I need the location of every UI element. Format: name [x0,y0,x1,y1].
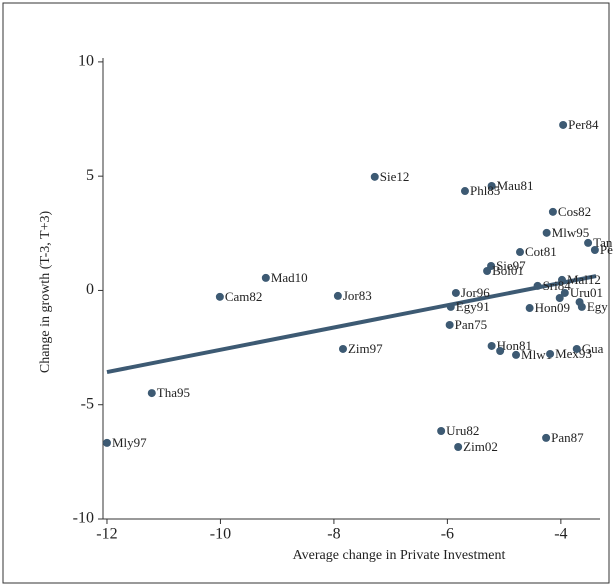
point-label: Bol01 [492,263,524,278]
y-tick-label: 10 [78,53,94,70]
point [446,302,455,311]
x-tick-label: -12 [96,526,117,543]
point-label: Uru01 [570,285,603,300]
point-label: Gua [582,341,604,356]
y-tick-label: -10 [73,510,94,527]
point-label: Egy [587,299,608,314]
point [572,344,581,353]
y-tick-label: 5 [86,167,94,184]
x-tick-label: -6 [441,526,454,543]
point [102,438,111,447]
point-label: Sie12 [380,169,410,184]
y-tick-label: 0 [86,281,94,298]
point-label: Uru82 [446,423,479,438]
point-label: Mau81 [497,178,534,193]
x-tick-label: -4 [554,526,567,543]
point [542,228,551,237]
point-label: Per84 [568,117,599,132]
point [516,248,525,257]
point [261,273,270,282]
point-label: Mad10 [271,270,308,285]
point [577,302,586,311]
point [483,267,492,276]
point-label: Cot81 [525,244,557,259]
point [370,172,379,181]
point-label: Jor96 [461,285,490,300]
point [437,427,446,436]
x-tick-label: -10 [210,526,231,543]
point-label: Cam82 [225,289,263,304]
point-label: Tan [593,235,613,250]
point-label: Pan87 [551,430,584,445]
point [338,344,347,353]
point-label: Mal12 [567,272,601,287]
y-tick-label: -5 [81,395,94,412]
point-label: Hon09 [535,300,570,315]
point-label: Tha95 [157,385,190,400]
point [487,181,496,190]
point-label: Zim97 [348,341,383,356]
x-axis-label: Average change in Private Investment [293,548,506,563]
point-label: Cos82 [558,204,591,219]
point [445,320,454,329]
x-tick-label: -8 [327,526,340,543]
point-label: Mlw95 [552,225,590,240]
point [454,443,463,452]
point-label: Sie97 [496,258,526,273]
point-label: Hon81 [497,338,532,353]
y-axis-label: Change in growth (T-3, T+3) [38,211,53,374]
point-label: Phl85 [470,183,500,198]
point [590,245,599,254]
point [460,187,469,196]
point [215,292,224,301]
point [533,281,542,290]
point [557,275,566,284]
point-label: Mlw1 [521,347,552,362]
point [560,288,569,297]
point [496,347,505,356]
point [542,433,551,442]
fit-line [106,274,597,375]
point [525,304,534,313]
point-label: Mex93 [555,346,592,361]
point [451,288,460,297]
point [555,293,564,302]
point-label: Zim02 [463,439,498,454]
point [548,207,557,216]
point [584,238,593,247]
point-label: Pe [600,242,613,257]
point [559,120,568,129]
point-label: Egy91 [456,299,490,314]
point [487,341,496,350]
point [147,389,156,398]
point-label: Pan75 [455,317,488,332]
point [333,291,342,300]
point [546,349,555,358]
point-label: Mly97 [112,435,147,450]
point [512,350,521,359]
point-label: Jor83 [343,288,372,303]
